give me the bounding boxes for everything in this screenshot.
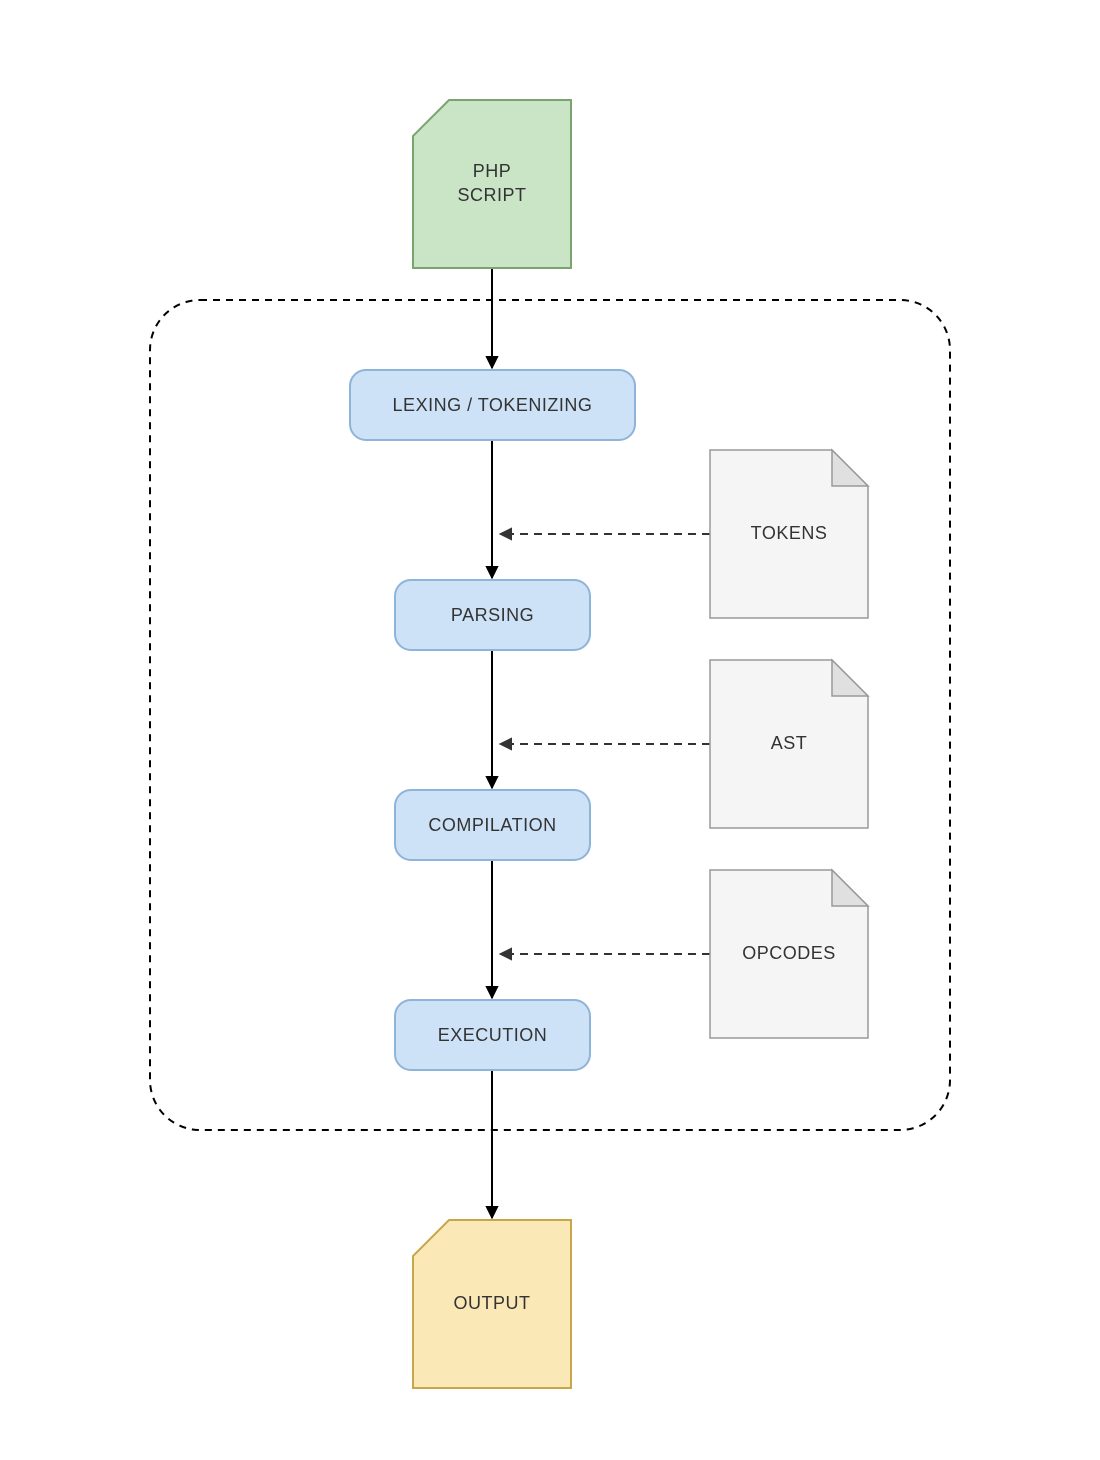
doc-fold-ast [832,660,868,696]
doc-label-ast: AST [771,733,808,753]
process-label-parsing: PARSING [451,605,534,625]
svg-text:OUTPUT: OUTPUT [454,1293,531,1313]
doc-label-opcodes: OPCODES [742,943,836,963]
process-label-lexing: LEXING / TOKENIZING [393,395,593,415]
process-label-execution: EXECUTION [438,1025,548,1045]
svg-text:SCRIPT: SCRIPT [457,185,526,205]
doc-fold-tokens [832,450,868,486]
process-label-compilation: COMPILATION [428,815,556,835]
svg-text:PHP: PHP [473,161,512,181]
doc-label-tokens: TOKENS [751,523,828,543]
doc-fold-opcodes [832,870,868,906]
